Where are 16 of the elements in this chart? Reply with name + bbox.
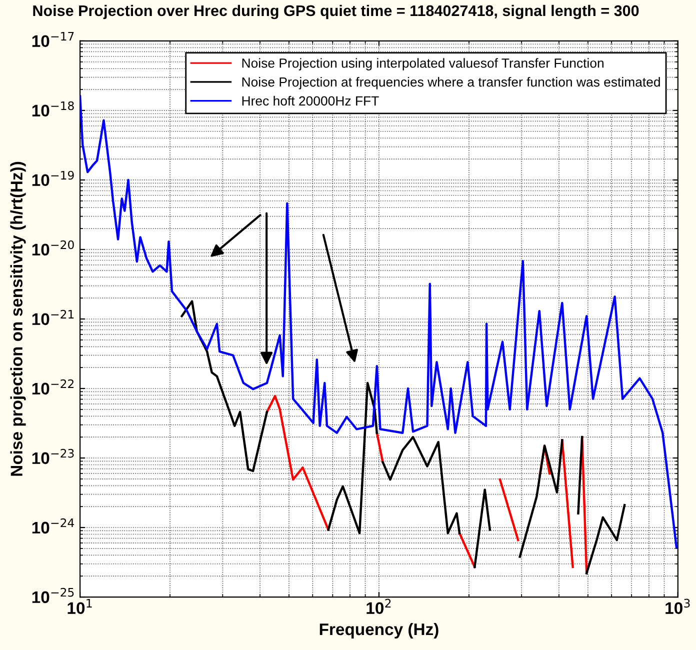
y-tick-label: 10$^{−18}$	[32, 101, 74, 117]
y-tick-label: 10$^{−21}$	[32, 310, 74, 326]
legend-label: Noise Projection at frequencies where a transfer function was estimated	[242, 77, 660, 90]
x-tick-label: 10$^{3}$	[666, 598, 690, 614]
y-axis-title: Noise projection on sensitivity (h/rt(Hz))	[10, 162, 26, 476]
y-tick-label: 10$^{−23}$	[32, 448, 74, 464]
x-axis-title: Frequency (Hz)	[320, 622, 438, 639]
y-tick-label: 10$^{−20}$	[32, 240, 74, 256]
legend-label: Noise Projection using interpolated valuesof Transfer Function	[242, 58, 604, 70]
y-tick-label: 10$^{−19}$	[32, 170, 74, 186]
x-tick-label: 10$^{2}$	[366, 598, 391, 614]
legend-label: Hrec hoft 20000Hz FFT	[242, 96, 379, 106]
y-tick-label: 10$^{−17}$	[32, 32, 74, 48]
y-tick-label: 10$^{−24}$	[32, 518, 74, 534]
chart-title: Noise Projection over Hrec during GPS quiet time = 1184027418, signal length = 300	[33, 4, 639, 20]
y-tick-label: 10$^{−22}$	[32, 379, 74, 395]
